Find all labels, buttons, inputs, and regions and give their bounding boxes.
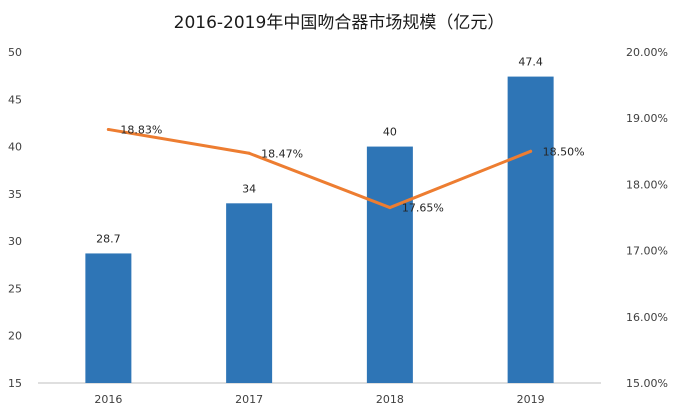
data-labels: 28.7 34 40 47.4 18.83% 18.47% 17.65% 18.50% [96, 56, 584, 246]
y-tick-label: 30 [8, 235, 22, 248]
x-tick-label: 2017 [235, 393, 263, 406]
x-tick-label: 2018 [376, 393, 404, 406]
y-tick-label: 20 [8, 330, 22, 343]
y-tick-label: 15 [8, 377, 22, 390]
line-point [247, 151, 251, 155]
line-point [388, 206, 392, 210]
line-point [106, 127, 110, 131]
bar-series [85, 76, 554, 384]
line-value-label: 18.83% [120, 123, 162, 136]
bar [85, 253, 132, 383]
bar [366, 146, 413, 383]
y-tick-label: 25 [8, 282, 22, 295]
x-tick-label: 2019 [517, 393, 545, 406]
bar [507, 76, 554, 384]
y-tick-label: 35 [8, 188, 22, 201]
bar-value-label: 34 [242, 182, 256, 195]
line-value-label: 17.65% [402, 202, 444, 215]
y-tick-label: 50 [8, 46, 22, 59]
bar [226, 203, 273, 383]
y2-tick-label: 19.00% [626, 112, 668, 125]
line-value-label: 18.50% [543, 145, 585, 158]
line-value-label: 18.47% [261, 147, 303, 160]
bar-value-label: 40 [383, 126, 397, 139]
bar-value-label: 28.7 [96, 232, 121, 245]
y2-tick-label: 20.00% [626, 46, 668, 59]
y2-tick-label: 16.00% [626, 311, 668, 324]
y2-tick-label: 18.00% [626, 178, 668, 191]
line-series [106, 127, 533, 210]
y2-tick-label: 15.00% [626, 377, 668, 390]
bar-value-label: 47.4 [518, 56, 543, 69]
line-path [106, 127, 533, 210]
y2-tick-label: 17.00% [626, 245, 668, 258]
axes: 15 20 25 30 35 40 45 50 15.00% 16.00% 17.00% 18.00%… [8, 46, 668, 406]
y-tick-label: 45 [8, 93, 22, 106]
x-tick-label: 2016 [94, 393, 122, 406]
y-tick-label: 40 [8, 141, 22, 154]
chart-title: 2016-2019年中国吻合器市场规模（亿元） [173, 13, 505, 33]
line-point [529, 149, 533, 153]
